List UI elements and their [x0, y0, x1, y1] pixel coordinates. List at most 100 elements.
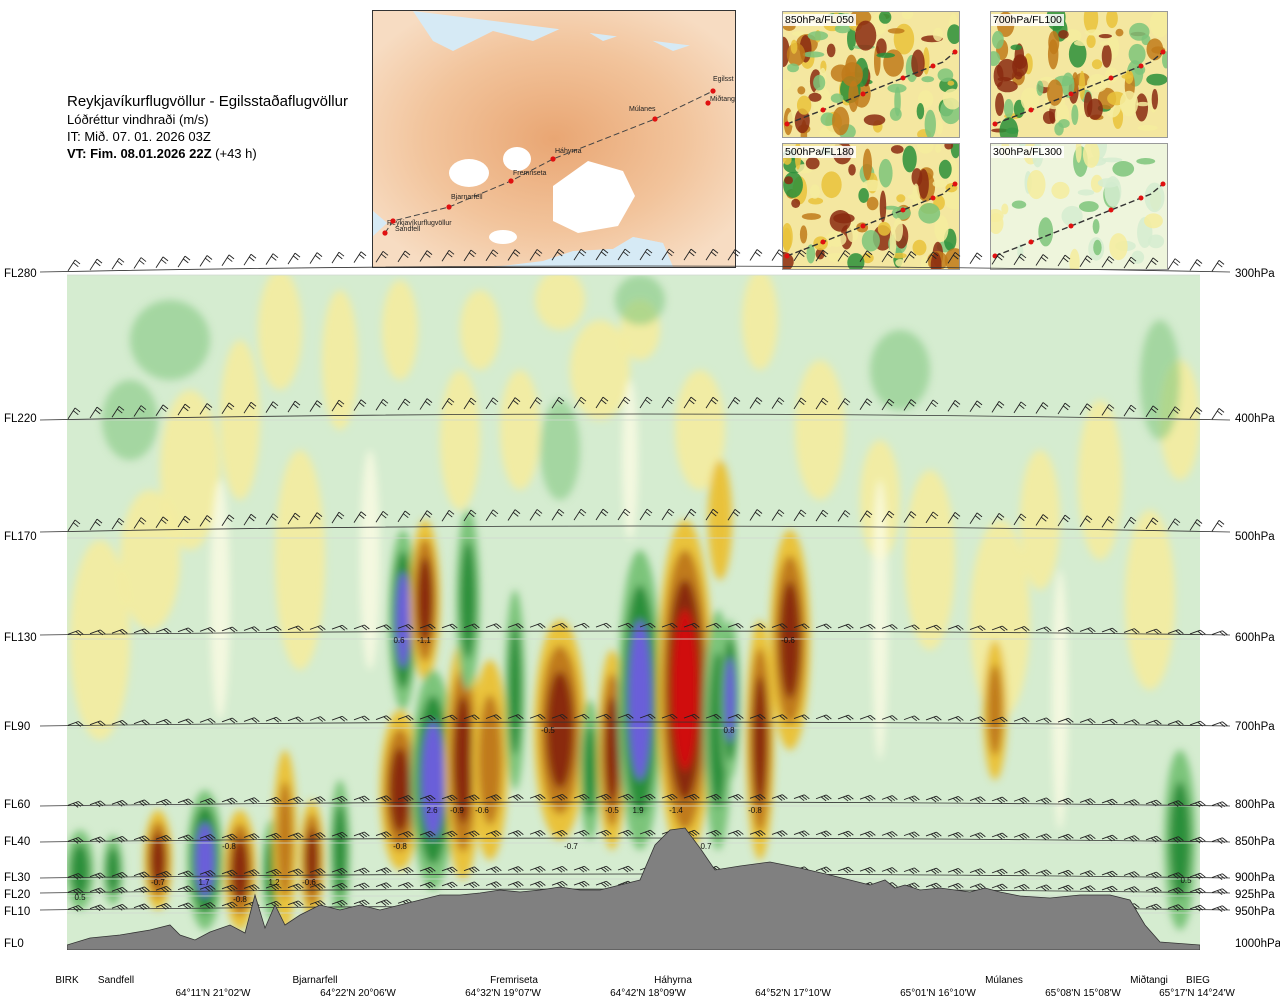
coord-label: 64°22'N 20°06'W	[320, 988, 396, 999]
thumb-route	[994, 51, 1164, 125]
wind-barb	[1145, 886, 1162, 894]
wind-barb	[441, 397, 455, 410]
wind-barb	[441, 881, 458, 889]
wind-barb	[1101, 885, 1118, 893]
velocity-cell	[417, 557, 433, 643]
value-label: 2.6	[426, 806, 438, 815]
wind-barb	[595, 248, 609, 261]
wind-barb	[463, 249, 477, 262]
velocity-cell	[130, 300, 210, 380]
wind-barb	[287, 900, 304, 908]
station-label: Fremriseta	[513, 170, 547, 177]
wind-barb	[353, 251, 367, 263]
wind-barb	[375, 882, 392, 889]
south-sea	[563, 237, 673, 267]
thumb-cell	[809, 184, 821, 199]
wind-barb	[551, 396, 565, 409]
valid-time-lead: (+43 h)	[211, 146, 257, 161]
thumb-cell	[834, 24, 851, 34]
thumb-station	[930, 195, 936, 201]
wind-barb	[1057, 869, 1074, 877]
panel-850-label: 850hPa/FL050	[783, 14, 856, 26]
wind-barb	[727, 714, 744, 720]
thumb-cell	[1079, 70, 1086, 100]
velocity-cell	[395, 572, 411, 668]
wind-barb	[199, 902, 216, 909]
thumb-cell	[1010, 44, 1023, 51]
wind-barb	[221, 884, 238, 892]
wind-barb	[111, 799, 128, 807]
thumb-cell	[932, 27, 943, 42]
wind-barb	[309, 883, 326, 890]
hpa-label: 800hPa	[1235, 799, 1275, 811]
value-labels: 0.5 -0.7 1.7 -0.8 -0.8 1.2 -0.6 -0.8 2.6 -0.9 -0.6…	[74, 636, 1192, 904]
wind-barb	[1079, 834, 1096, 841]
wind-barb	[1211, 888, 1228, 895]
velocity-cell	[478, 695, 502, 825]
wind-barb	[89, 872, 106, 880]
thumb-cell	[808, 92, 822, 102]
wind-barb	[573, 880, 590, 888]
hpa-label: 950hPa	[1235, 906, 1275, 918]
wind-barb	[1211, 721, 1228, 728]
thumb-cell	[947, 24, 959, 44]
wind-barb	[287, 512, 301, 525]
wind-barb	[529, 881, 546, 888]
wind-barb	[177, 870, 194, 878]
wind-barb	[639, 713, 656, 720]
wind-barb	[529, 866, 546, 873]
wind-barb	[221, 402, 235, 415]
wind-barb	[221, 833, 238, 841]
wind-barb	[155, 256, 169, 269]
wind-barb	[1101, 404, 1115, 416]
wind-barb	[133, 517, 147, 529]
thumb-cell	[992, 30, 1004, 49]
thumb-cell	[950, 144, 959, 159]
thumb-cell	[1051, 181, 1070, 199]
wind-barb	[111, 628, 128, 635]
wind-barb	[1101, 870, 1118, 878]
wind-barb	[1189, 904, 1206, 912]
thumb-cell	[855, 20, 877, 51]
thumb-station	[952, 181, 958, 187]
thumb-cell	[1112, 161, 1135, 177]
thumb-cell	[1038, 217, 1054, 247]
wind-barb	[177, 627, 194, 634]
wind-barb	[1035, 717, 1052, 724]
wind-barb	[903, 399, 917, 411]
wind-barb	[837, 250, 851, 262]
wind-barb	[947, 400, 961, 412]
thumb-cell	[847, 253, 865, 269]
wind-barb	[529, 249, 543, 261]
wind-barb	[617, 793, 634, 801]
value-label: 0.7	[700, 842, 712, 851]
wind-barb	[969, 868, 986, 876]
wind-barb	[881, 250, 895, 263]
thumb-cell	[991, 213, 1004, 234]
thumb-cell	[848, 80, 859, 113]
wind-barb	[221, 254, 235, 267]
wind-barb	[1057, 626, 1074, 633]
wind-barb	[639, 396, 653, 409]
wind-barb	[375, 624, 392, 631]
wind-barb	[1101, 516, 1115, 528]
wind-barb	[859, 866, 876, 874]
wind-barb	[507, 866, 524, 873]
wind-barb	[331, 795, 348, 803]
wind-barb	[463, 623, 480, 630]
wind-barb	[111, 835, 128, 843]
wind-barb	[243, 253, 257, 266]
thumb-cell	[1119, 90, 1139, 117]
velocity-cell	[671, 609, 699, 771]
wind-barb	[749, 509, 763, 521]
wind-barb	[771, 509, 785, 521]
wind-barb	[507, 397, 521, 409]
wind-barb	[529, 397, 543, 409]
wind-barb	[221, 626, 238, 633]
wind-barb	[573, 248, 587, 261]
wind-barb	[749, 249, 763, 261]
wind-barb	[947, 883, 964, 890]
wind-barb	[749, 397, 763, 409]
wind-barb	[925, 831, 942, 839]
panel-300-label: 300hPa/FL300	[991, 146, 1064, 158]
